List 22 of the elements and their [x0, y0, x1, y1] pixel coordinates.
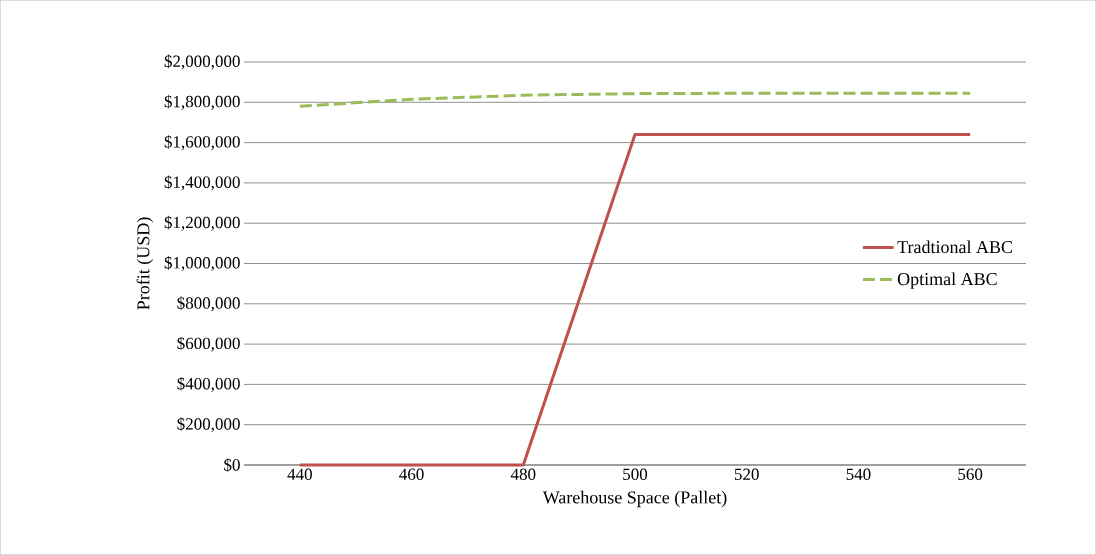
x-tick-label: 480	[510, 468, 536, 481]
y-tick-label: $800,000	[177, 296, 240, 312]
x-axis-title: Warehouse Space (Pallet)	[542, 490, 727, 508]
legend-label: Optimal ABC	[897, 272, 997, 289]
x-tick-label: 520	[734, 468, 759, 481]
y-tick-label: $200,000	[177, 417, 240, 433]
x-tick-label: 440	[287, 468, 312, 481]
x-tick-label: 540	[846, 468, 871, 481]
y-tick-label: $1,600,000	[164, 135, 240, 151]
x-tick-label: 560	[958, 468, 983, 481]
y-tick-label: $600,000	[177, 336, 240, 352]
legend-label: Tradtional ABC	[897, 240, 1012, 254]
y-tick-label: $400,000	[177, 376, 240, 392]
y-tick-label: $1,000,000	[164, 256, 240, 271]
y-tick-label: $2,000,000	[164, 54, 240, 70]
y-axis-title: Profit (USD)	[136, 217, 154, 310]
x-tick-label: 500	[623, 468, 648, 481]
y-tick-label: $1,800,000	[164, 94, 240, 110]
y-tick-label: $0	[224, 458, 240, 472]
x-tick-label: 460	[399, 468, 424, 481]
y-tick-label: $1,400,000	[164, 175, 240, 191]
y-tick-label: $1,200,000	[164, 215, 240, 231]
